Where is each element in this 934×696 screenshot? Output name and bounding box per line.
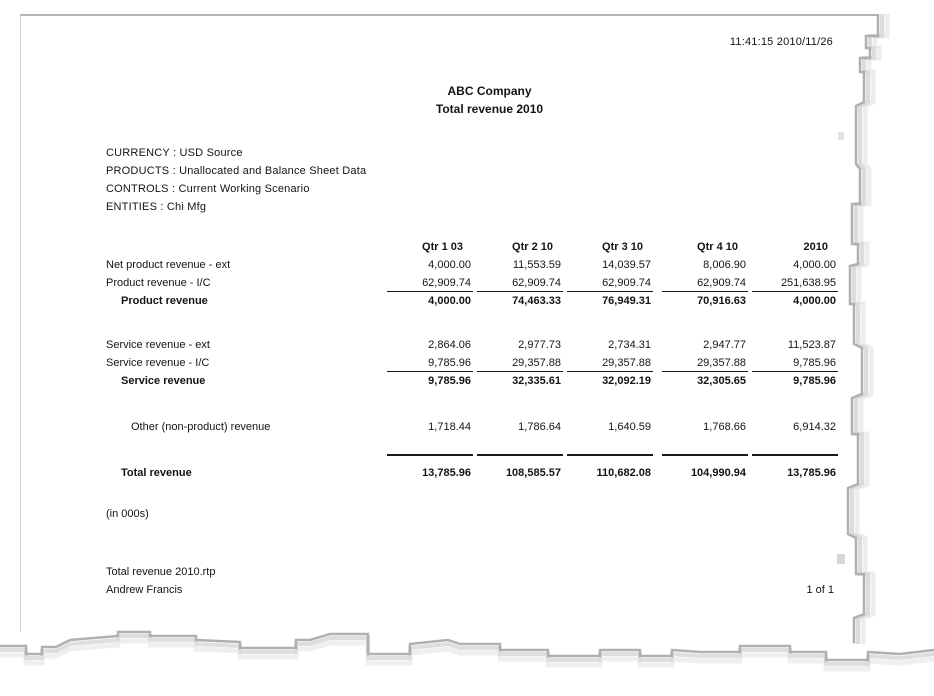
cell-value: 13,785.96: [351, 454, 473, 486]
cell-value: 29,357.88: [651, 354, 748, 372]
row-label: Product revenue: [121, 295, 208, 307]
cell-value: 2,947.77: [703, 339, 746, 351]
cell-value: 70,916.63: [697, 295, 746, 307]
row-label: Service revenue - I/C: [106, 357, 210, 369]
row-label: Service revenue: [121, 375, 206, 387]
cell-value: 62,909.74: [651, 274, 748, 292]
cell-value: 62,909.74: [351, 274, 473, 292]
spacer-row: [106, 390, 836, 418]
report-title-block: ABC Company Total revenue 2010: [21, 82, 878, 118]
subtotal-row: Service revenue 9,785.96 32,335.61 32,09…: [106, 372, 836, 390]
column-header: Qtr 4 10: [697, 241, 738, 253]
author-name: Andrew Francis: [106, 584, 183, 596]
company-name: ABC Company: [447, 84, 532, 98]
cell-value: 4,000.00: [793, 295, 836, 307]
cell-value: 76,949.31: [602, 295, 651, 307]
cell-value: 1,768.66: [703, 421, 746, 433]
report-page: 11:41:15 2010/11/26 ABC Company Total re…: [20, 14, 878, 632]
cell-value: 29,357.88: [561, 354, 653, 372]
row-label: Net product revenue - ext: [106, 259, 231, 271]
spacer-row: [106, 436, 836, 454]
report-file-name: Total revenue 2010.rtp: [106, 566, 216, 578]
grand-total-row: Total revenue 13,785.96 108,585.57 110,6…: [106, 454, 838, 486]
column-header: Qtr 1 03: [422, 241, 463, 253]
cell-value: 62,909.74: [471, 274, 563, 292]
cell-value: 9,785.96: [351, 354, 473, 372]
cell-value: 2,864.06: [428, 339, 471, 351]
print-timestamp: 11:41:15 2010/11/26: [729, 36, 833, 48]
column-header: Qtr 2 10: [512, 241, 553, 253]
row-label: Product revenue - I/C: [106, 277, 211, 289]
cell-value: 11,553.59: [512, 259, 561, 271]
table-row: Service revenue - ext 2,864.06 2,977.73 …: [106, 336, 836, 354]
pov-products: PRODUCTS : Unallocated and Balance Sheet…: [106, 165, 367, 177]
units-note: (in 000s): [106, 508, 149, 520]
cell-value: 104,990.94: [651, 454, 748, 486]
pov-currency: CURRENCY : USD Source: [106, 147, 243, 159]
cell-value: 4,000.00: [428, 295, 471, 307]
row-label: Total revenue: [121, 467, 192, 479]
cell-value: 6,914.32: [793, 421, 836, 433]
report-name: Total revenue 2010: [435, 102, 544, 116]
table-row: Product revenue - I/C 62,909.74 62,909.7…: [106, 274, 838, 292]
footer-line: Andrew Francis 1 of 1: [106, 584, 834, 596]
cell-value: 2,734.31: [608, 339, 651, 351]
cell-value: 62,909.74: [561, 274, 653, 292]
page-number: 1 of 1: [806, 584, 834, 596]
table-row: Other (non-product) revenue 1,718.44 1,7…: [106, 418, 836, 436]
subtotal-row: Product revenue 4,000.00 74,463.33 76,94…: [106, 292, 836, 310]
pov-entities: ENTITIES : Chi Mfg: [106, 201, 207, 213]
cell-value: 110,682.08: [561, 454, 653, 486]
cell-value: 32,335.61: [512, 375, 561, 387]
cell-value: 4,000.00: [793, 259, 836, 271]
cell-value: 8,006.90: [703, 259, 746, 271]
revenue-table: Qtr 1 03 Qtr 2 10 Qtr 3 10 Qtr 4 10 2010…: [106, 238, 838, 486]
pov-controls: CONTROLS : Current Working Scenario: [106, 183, 310, 195]
cell-value: 74,463.33: [512, 295, 561, 307]
cell-value: 4,000.00: [428, 259, 471, 271]
cell-value: 251,638.95: [746, 274, 838, 292]
row-label: Other (non-product) revenue: [131, 421, 271, 433]
spacer-row: [106, 310, 836, 336]
cell-value: 32,092.19: [602, 375, 651, 387]
cell-value: 1,718.44: [428, 421, 471, 433]
cell-value: 9,785.96: [428, 375, 471, 387]
cell-value: 9,785.96: [746, 354, 838, 372]
table-header-row: Qtr 1 03 Qtr 2 10 Qtr 3 10 Qtr 4 10 2010: [106, 238, 836, 256]
column-header-blank: [106, 238, 351, 256]
cell-value: 29,357.88: [471, 354, 563, 372]
cell-value: 13,785.96: [746, 454, 838, 486]
table-row: Net product revenue - ext 4,000.00 11,55…: [106, 256, 836, 274]
cell-value: 108,585.57: [471, 454, 563, 486]
cell-value: 14,039.57: [602, 259, 651, 271]
cell-value: 9,785.96: [793, 375, 836, 387]
cell-value: 11,523.87: [787, 339, 836, 351]
cell-value: 2,977.73: [518, 339, 561, 351]
table-row: Service revenue - I/C 9,785.96 29,357.88…: [106, 354, 838, 372]
column-header: Qtr 3 10: [602, 241, 643, 253]
pov-block: CURRENCY : USD Source PRODUCTS : Unalloc…: [106, 144, 366, 216]
cell-value: 1,786.64: [518, 421, 561, 433]
column-header: 2010: [803, 241, 828, 253]
cell-value: 32,305.65: [697, 375, 746, 387]
cell-value: 1,640.59: [608, 421, 651, 433]
row-label: Service revenue - ext: [106, 339, 210, 351]
